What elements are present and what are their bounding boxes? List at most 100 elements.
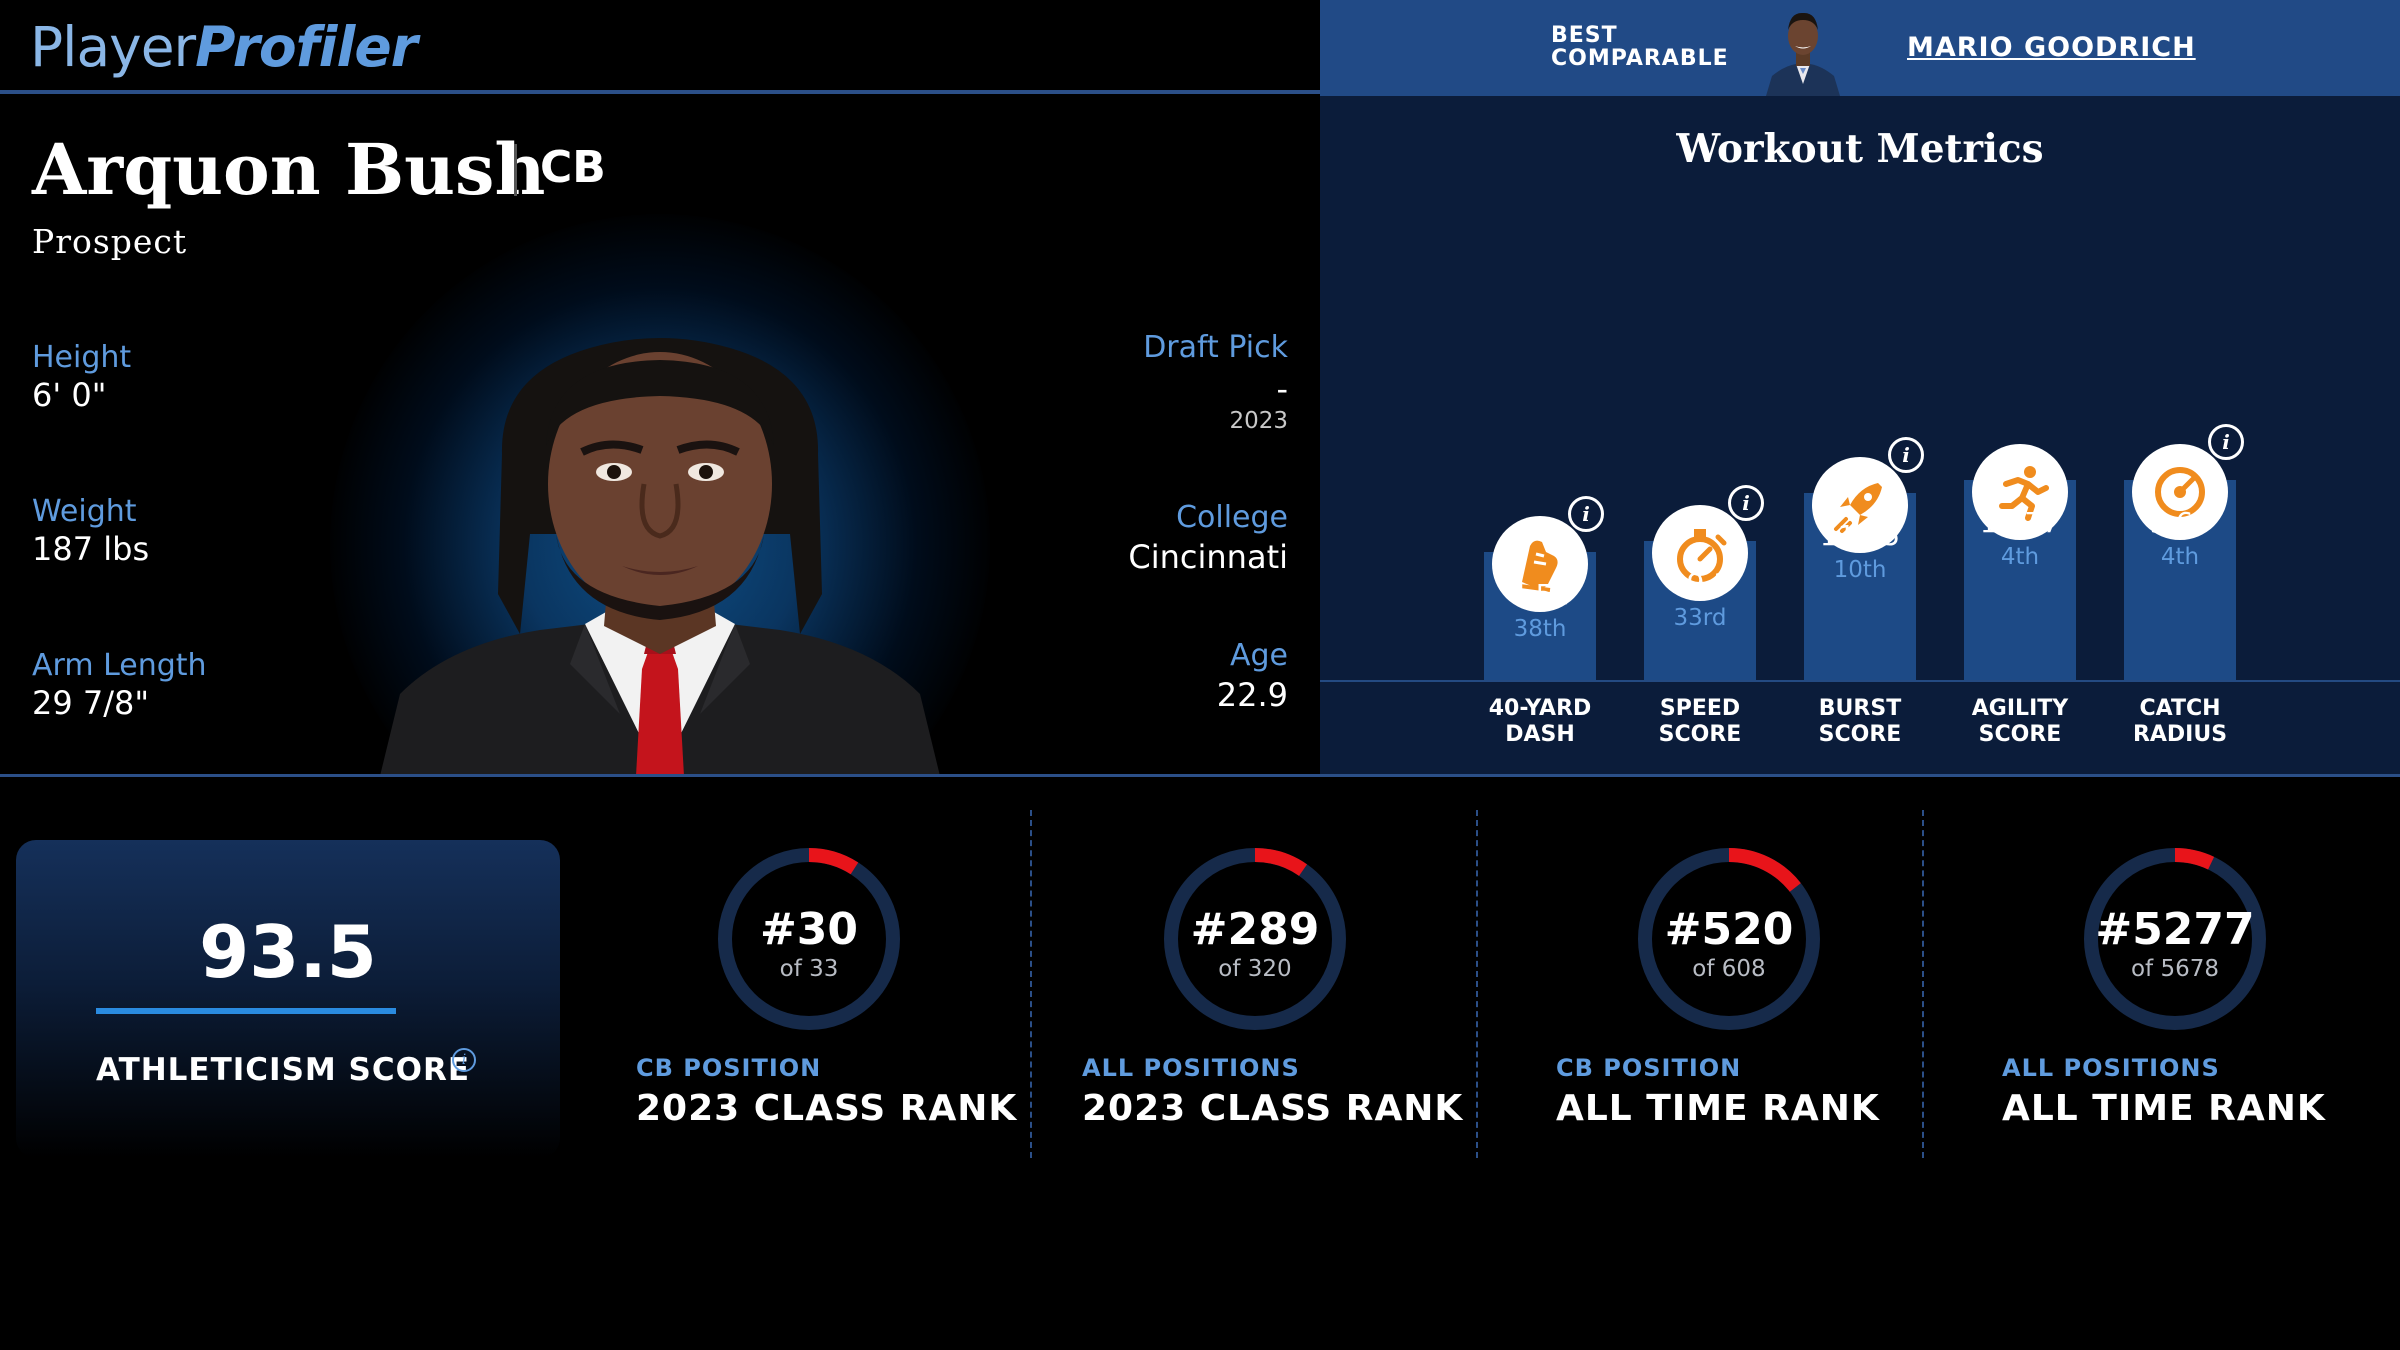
metric-label-line2: SCORE: [1978, 722, 2062, 747]
metric-speed-score: i 89.3 33rd SPEED SCORE: [1644, 96, 1764, 747]
metric-label-line1: AGILITY: [1971, 696, 2069, 721]
metric-label-line1: CATCH: [2139, 696, 2221, 721]
rank-number: #289: [1190, 904, 1320, 955]
rank-title: ALL TIME RANK: [1556, 1088, 1880, 1129]
logo-text-profiler: Profiler: [195, 15, 418, 79]
age-value: 22.9: [1216, 676, 1288, 714]
runner-icon: [1999, 466, 2049, 521]
rank-ring: [718, 848, 900, 1030]
metric-label-line1: BURST: [1818, 696, 1902, 721]
logo-text-player: Player: [30, 15, 196, 79]
rank-ring-fill: [718, 848, 900, 1030]
header-divider: [0, 90, 1320, 94]
info-icon[interactable]: i: [2208, 424, 2244, 460]
metric-value: 114.5: [1819, 519, 1901, 552]
workout-metrics-panel: Workout Metrics i 4.54 38th 40-YARD DASH: [1320, 96, 2400, 774]
metric-value: 89.3: [1668, 567, 1732, 600]
metric-label: SPEED SCORE: [1614, 696, 1786, 748]
workout-baseline: [1320, 680, 2400, 682]
rank-subtitle: CB POSITION: [1556, 1054, 1742, 1082]
target-icon: [2155, 467, 2205, 517]
height-value: 6' 0": [32, 376, 107, 414]
arm-length-value: 29 7/8": [32, 684, 150, 722]
rank-ring: [1638, 848, 1820, 1030]
draft-pick-label: Draft Pick: [1143, 330, 1288, 365]
comparable-player-avatar[interactable]: [1766, 4, 1840, 96]
college-label: College: [1176, 500, 1288, 535]
info-icon[interactable]: i: [1568, 496, 1604, 532]
metric-rank: 4th: [2000, 544, 2040, 570]
rank-of-total: of 320: [1218, 956, 1292, 982]
metric-value: 9.69: [2148, 506, 2212, 539]
metric-value: 11.77: [1979, 506, 2061, 539]
draft-pick-value: -: [1276, 370, 1288, 408]
rank-number: #5277: [2095, 904, 2255, 955]
rank-ring: [1164, 848, 1346, 1030]
rank-cb-all-time: #520 of 608 CB POSITION ALL TIME RANK: [1556, 812, 2002, 1168]
metric-icon-circle: [1652, 505, 1748, 601]
player-panel: Arquon Bush CB Prospect Height 6' 0" Wei…: [0, 94, 1320, 776]
rocket-icon: [1834, 483, 1882, 533]
metric-icon-circle: [2132, 444, 2228, 540]
workout-metrics-title: Workout Metrics: [1676, 126, 2044, 172]
metric-rank: 33rd: [1673, 605, 1727, 631]
draft-year: 2023: [1229, 408, 1288, 434]
rank-number: #30: [759, 904, 859, 955]
info-icon[interactable]: i: [452, 1048, 476, 1072]
metric-label-line2: SCORE: [1658, 722, 1742, 747]
rank-all-class: #289 of 320 ALL POSITIONS 2023 CLASS RAN…: [1082, 812, 1528, 1168]
metric-label: 40-YARD DASH: [1454, 696, 1626, 748]
rank-ring-fill: [1638, 848, 1820, 1030]
rank-divider: [1030, 810, 1032, 1158]
metric-icon-circle: [1492, 516, 1588, 612]
section-divider: [0, 774, 2400, 777]
rank-number: #520: [1664, 904, 1794, 955]
metric-rank: 4th: [2160, 544, 2200, 570]
rank-of-total: of 608: [1692, 956, 1766, 982]
rank-of-total: of 33: [779, 956, 839, 982]
best-comparable-label-line1: BEST: [1551, 23, 1618, 48]
metric-label-line1: 40-YARD: [1488, 696, 1592, 721]
info-icon[interactable]: i: [1728, 485, 1764, 521]
metric-label: AGILITY SCORE: [1934, 696, 2106, 748]
player-status: Prospect: [32, 222, 188, 261]
age-label: Age: [1229, 638, 1288, 673]
rank-all-all-time: #5277 of 5678 ALL POSITIONS ALL TIME RAN…: [2002, 812, 2400, 1168]
rank-title: 2023 CLASS RANK: [636, 1088, 1018, 1129]
rank-subtitle: ALL POSITIONS: [1082, 1054, 1300, 1082]
rank-title: ALL TIME RANK: [2002, 1088, 2326, 1129]
info-icon[interactable]: i: [1888, 437, 1924, 473]
best-comparable-bar: BEST COMPARABLE MARIO GOODRICH: [1320, 0, 2400, 96]
rank-of-total: of 5678: [2130, 956, 2219, 982]
name-position-divider: [514, 144, 517, 196]
rank-subtitle: ALL POSITIONS: [2002, 1054, 2220, 1082]
metric-label: CATCH RADIUS: [2094, 696, 2266, 748]
rank-ring-fill: [1164, 848, 1346, 1030]
best-comparable-name-link[interactable]: MARIO GOODRICH: [1907, 32, 2196, 63]
shoe-icon: [1519, 540, 1558, 592]
metric-value: 4.54: [1508, 578, 1572, 611]
weight-value: 187 lbs: [32, 530, 150, 568]
player-name: Arquon Bush: [32, 128, 546, 211]
site-logo[interactable]: PlayerProfiler: [30, 12, 418, 82]
player-position: CB: [540, 142, 606, 193]
metric-label-line2: SCORE: [1818, 722, 1902, 747]
height-label: Height: [32, 340, 132, 375]
metric-label: BURST SCORE: [1774, 696, 1946, 748]
logo-bar: PlayerProfiler: [0, 0, 1320, 92]
metric-label-line1: SPEED: [1659, 696, 1741, 721]
metric-agility-score: i 11.77 4th AGILITY SCORE: [1964, 96, 2076, 747]
rank-cb-class: #30 of 33 CB POSITION 2023 CLASS RANK: [636, 812, 1082, 1168]
metric-rank: 38th: [1513, 616, 1567, 642]
rank-divider: [1476, 810, 1478, 1158]
metric-label-line2: DASH: [1505, 722, 1575, 747]
metric-icon-circle: [1972, 444, 2068, 540]
rank-ring-fill: [2084, 848, 2266, 1030]
player-photo: [380, 338, 940, 776]
metric-catch-radius: i 9.69 4th CATCH RADIUS: [2124, 96, 2244, 747]
athleticism-score-bar: [96, 1008, 396, 1014]
athleticism-score-value: 93.5: [199, 910, 377, 994]
rank-ring: [2084, 848, 2266, 1030]
rank-title: 2023 CLASS RANK: [1082, 1088, 1464, 1129]
stopwatch-icon: [1677, 529, 1727, 582]
